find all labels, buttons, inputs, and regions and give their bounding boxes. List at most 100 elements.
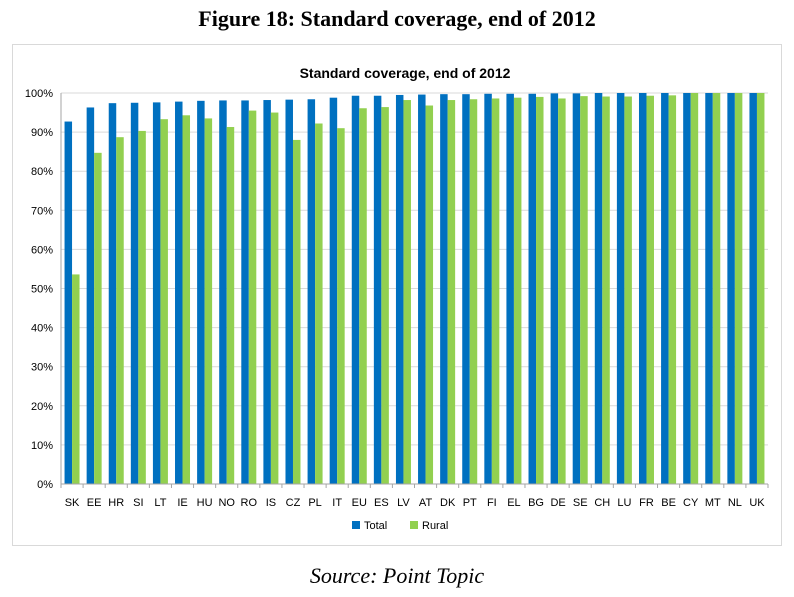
source-caption: Source: Point Topic bbox=[309, 563, 485, 588]
bar-total-fr bbox=[638, 93, 647, 484]
bar-total-cy bbox=[683, 93, 691, 484]
bar-total-de bbox=[550, 93, 559, 485]
bar-rural-at bbox=[425, 105, 434, 485]
bars bbox=[64, 93, 765, 485]
x-tick-label: EE bbox=[87, 497, 102, 509]
x-tick-label: SK bbox=[65, 497, 80, 509]
bar-rural-sk bbox=[72, 274, 80, 484]
x-tick-label: EU bbox=[352, 497, 367, 509]
chart-title: Standard coverage, end of 2012 bbox=[300, 65, 511, 81]
x-tick-label: SE bbox=[573, 497, 588, 509]
bar-rural-no bbox=[226, 127, 235, 484]
bar-total-lu bbox=[616, 93, 625, 484]
bar-total-be bbox=[661, 93, 669, 484]
bar-total-ch bbox=[594, 93, 603, 484]
x-tick-label: SI bbox=[133, 497, 143, 509]
bar-total-hu bbox=[197, 100, 205, 484]
bar-total-ie bbox=[175, 101, 183, 485]
figure-title: Figure 18: Standard coverage, end of 201… bbox=[198, 6, 596, 31]
y-tick-label: 20% bbox=[31, 401, 53, 413]
bar-rural-hu bbox=[204, 118, 213, 484]
x-tick-label: IS bbox=[266, 497, 276, 509]
x-tick-label: DK bbox=[440, 497, 456, 509]
bar-rural-cz bbox=[292, 139, 301, 485]
bar-total-mt bbox=[705, 93, 713, 484]
x-tick-label: UK bbox=[749, 497, 765, 509]
bar-total-cz bbox=[285, 99, 293, 484]
x-tick-label: CY bbox=[683, 497, 699, 509]
bar-total-lt bbox=[152, 102, 161, 484]
bar-total-bg bbox=[528, 93, 537, 485]
y-tick-label: 40% bbox=[31, 323, 53, 335]
bar-rural-el bbox=[513, 97, 522, 484]
bar-rural-dk bbox=[447, 100, 456, 485]
y-tick-label: 50% bbox=[31, 284, 53, 296]
bar-rural-cy bbox=[690, 93, 699, 484]
bar-total-se bbox=[572, 93, 581, 485]
y-tick-label: 10% bbox=[31, 440, 53, 452]
legend-label-total: Total bbox=[364, 520, 387, 532]
bar-total-pl bbox=[307, 99, 316, 485]
bar-rural-pt bbox=[469, 99, 478, 485]
bar-total-si bbox=[130, 102, 139, 485]
bar-rural-uk bbox=[756, 93, 765, 484]
bar-total-nl bbox=[727, 93, 735, 484]
y-tick-label: 70% bbox=[31, 205, 53, 217]
bar-total-es bbox=[373, 95, 382, 484]
y-tick-label: 90% bbox=[31, 127, 53, 139]
bar-rural-ee bbox=[94, 152, 102, 484]
bar-rural-bg bbox=[536, 96, 544, 484]
x-tick-label: FR bbox=[639, 497, 654, 509]
x-tick-label: HR bbox=[108, 497, 124, 509]
x-tick-label: PL bbox=[308, 497, 321, 509]
y-tick-label: 80% bbox=[31, 166, 53, 178]
legend-label-rural: Rural bbox=[422, 520, 448, 532]
x-tick-label: IE bbox=[177, 497, 187, 509]
coverage-bar-chart: Standard coverage, end of 2012 0% 10% 20% 3… bbox=[25, 65, 769, 532]
bar-rural-eu bbox=[359, 108, 367, 485]
x-tick-label: AT bbox=[419, 497, 433, 509]
bar-total-dk bbox=[440, 94, 448, 484]
bar-rural-ch bbox=[602, 96, 610, 485]
x-tick-label: DE bbox=[550, 497, 565, 509]
x-tick-label: NO bbox=[218, 497, 235, 509]
bar-rural-fi bbox=[491, 98, 500, 484]
bar-rural-de bbox=[558, 98, 566, 484]
bar-total-el bbox=[506, 93, 514, 485]
x-tick-label: CZ bbox=[286, 497, 301, 509]
bar-total-fi bbox=[484, 93, 492, 485]
bar-rural-be bbox=[668, 95, 677, 484]
bar-rural-se bbox=[580, 96, 588, 485]
bar-rural-pl bbox=[315, 123, 323, 485]
bar-rural-nl bbox=[734, 93, 743, 484]
x-tick-label: IT bbox=[332, 497, 342, 509]
x-tick-label: PT bbox=[463, 497, 477, 509]
x-tick-label: LV bbox=[397, 497, 410, 509]
x-tick-label: NL bbox=[728, 497, 742, 509]
x-tick-label: MT bbox=[705, 497, 721, 509]
x-tick-label: LU bbox=[617, 497, 631, 509]
bar-rural-lu bbox=[624, 96, 632, 485]
bar-rural-is bbox=[270, 112, 279, 485]
bar-total-no bbox=[219, 100, 227, 484]
bar-total-hr bbox=[108, 103, 117, 484]
bar-rural-hr bbox=[116, 137, 124, 485]
y-tick-label: 30% bbox=[31, 362, 53, 374]
bar-total-at bbox=[418, 94, 426, 485]
x-tick-label: RO bbox=[241, 497, 258, 509]
bar-total-sk bbox=[64, 121, 73, 484]
axes: 0% 10% 20% 30% 40% 50% 60% 70% 80% 90% 100% SK EE HR S… bbox=[25, 88, 769, 509]
x-tick-label: CH bbox=[594, 497, 610, 509]
x-tick-label: LT bbox=[154, 497, 166, 509]
x-tick-label: HU bbox=[197, 497, 213, 509]
y-tick-label: 60% bbox=[31, 244, 53, 256]
legend-swatch-rural bbox=[410, 521, 418, 529]
legend: Total Rural bbox=[352, 520, 448, 532]
bar-rural-fr bbox=[646, 95, 654, 484]
legend-swatch-total bbox=[352, 521, 360, 529]
bar-total-is bbox=[263, 100, 271, 485]
bar-total-it bbox=[329, 97, 338, 484]
x-tick-label: BG bbox=[528, 497, 544, 509]
bar-rural-ro bbox=[248, 110, 257, 484]
bar-rural-si bbox=[138, 130, 146, 484]
